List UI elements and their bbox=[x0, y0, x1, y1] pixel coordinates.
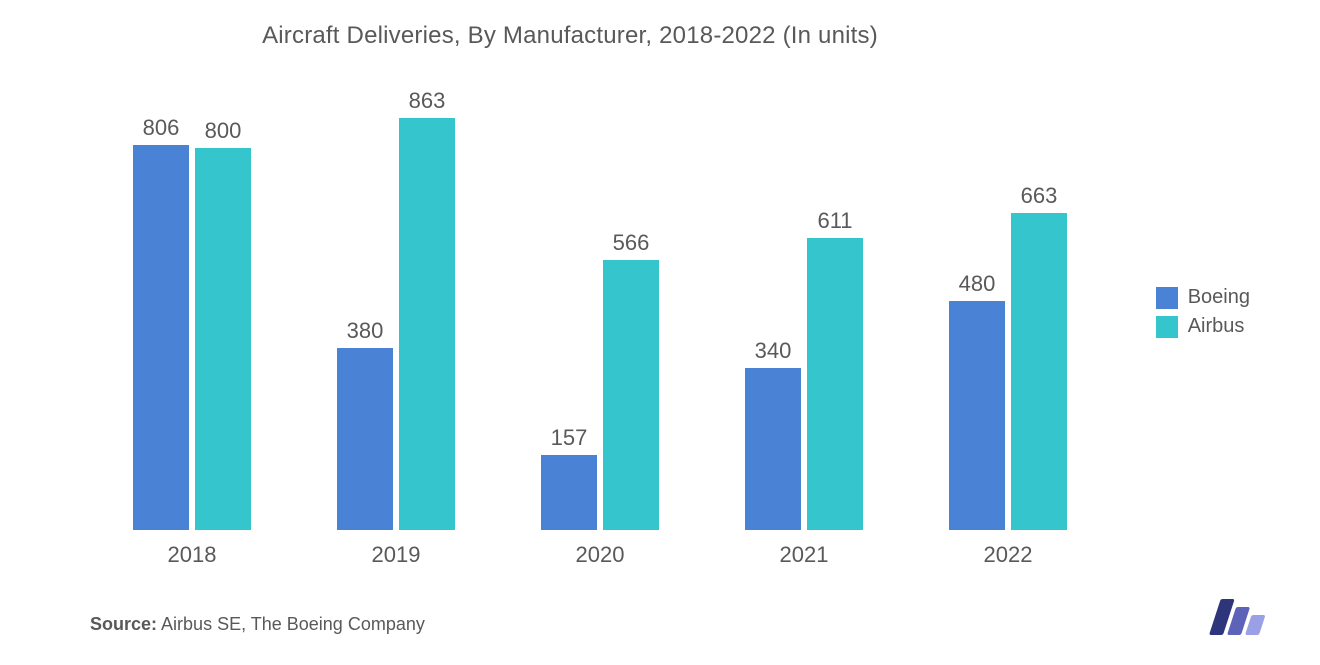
bar: 806 bbox=[133, 145, 189, 530]
legend: Boeing Airbus bbox=[1156, 280, 1250, 344]
bar: 663 bbox=[1011, 213, 1067, 530]
watermark-logo-icon bbox=[1200, 595, 1280, 639]
legend-item: Boeing bbox=[1156, 286, 1250, 309]
x-axis-label: 2019 bbox=[372, 542, 421, 568]
x-axis-label: 2022 bbox=[984, 542, 1033, 568]
plot-area: 8068002018380863201915756620203406112021… bbox=[90, 100, 1110, 530]
x-axis-label: 2020 bbox=[576, 542, 625, 568]
bar: 611 bbox=[807, 238, 863, 530]
bar-value-label: 863 bbox=[409, 88, 446, 114]
bar-value-label: 340 bbox=[755, 338, 792, 364]
bar: 800 bbox=[195, 148, 251, 530]
legend-item: Airbus bbox=[1156, 315, 1250, 338]
x-axis-label: 2021 bbox=[780, 542, 829, 568]
bar-value-label: 380 bbox=[347, 318, 384, 344]
bar-value-label: 806 bbox=[143, 115, 180, 141]
bar-value-label: 800 bbox=[205, 118, 242, 144]
bar: 566 bbox=[603, 260, 659, 530]
bar-value-label: 611 bbox=[817, 208, 852, 234]
bar-value-label: 480 bbox=[959, 271, 996, 297]
bar-value-label: 566 bbox=[613, 230, 650, 256]
bar: 863 bbox=[399, 118, 455, 530]
legend-swatch-icon bbox=[1156, 287, 1178, 309]
bar-value-label: 157 bbox=[551, 425, 588, 451]
legend-label: Boeing bbox=[1188, 286, 1250, 309]
source-label: Source: bbox=[90, 614, 157, 634]
bar: 480 bbox=[949, 301, 1005, 530]
x-axis-label: 2018 bbox=[168, 542, 217, 568]
source-line: Source: Airbus SE, The Boeing Company bbox=[90, 614, 425, 635]
legend-label: Airbus bbox=[1188, 315, 1245, 338]
bar: 380 bbox=[337, 348, 393, 530]
bar: 157 bbox=[541, 455, 597, 530]
chart-title: Aircraft Deliveries, By Manufacturer, 20… bbox=[0, 22, 1140, 50]
legend-swatch-icon bbox=[1156, 316, 1178, 338]
source-text: Airbus SE, The Boeing Company bbox=[161, 614, 425, 634]
bar: 340 bbox=[745, 368, 801, 530]
bar-value-label: 663 bbox=[1021, 183, 1058, 209]
